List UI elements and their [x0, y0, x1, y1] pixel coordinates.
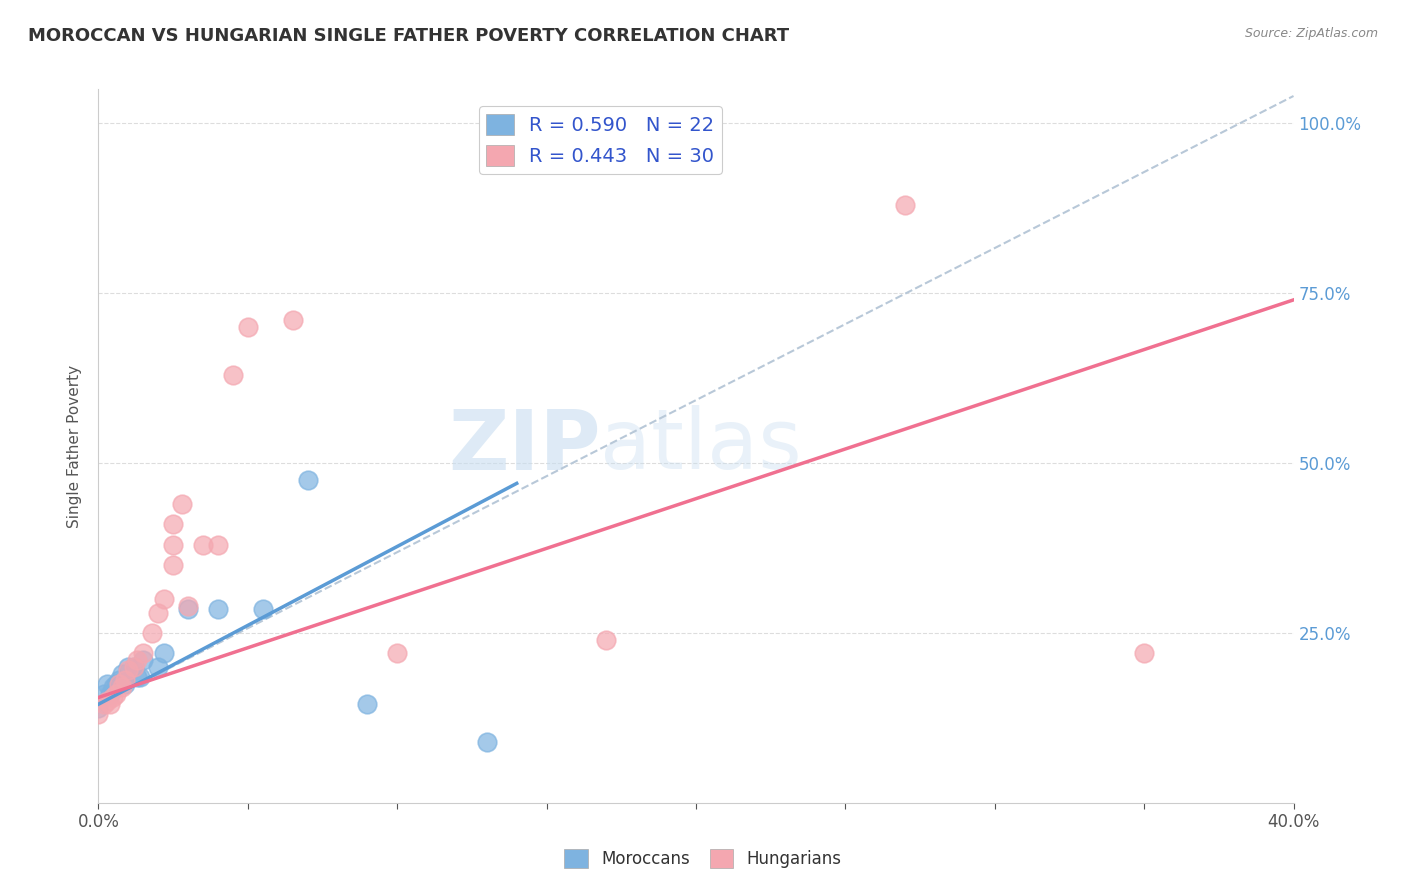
Text: Source: ZipAtlas.com: Source: ZipAtlas.com: [1244, 27, 1378, 40]
Point: [117, 660, 139, 674]
Legend: Moroccans, Hungarians: Moroccans, Hungarians: [558, 843, 848, 875]
Point: [281, 313, 304, 327]
Point: [100, 687, 122, 701]
Text: MOROCCAN VS HUNGARIAN SINGLE FATHER POVERTY CORRELATION CHART: MOROCCAN VS HUNGARIAN SINGLE FATHER POVE…: [28, 27, 789, 45]
Point: [207, 602, 229, 616]
Point: [105, 687, 128, 701]
Point: [153, 591, 176, 606]
Y-axis label: Single Father Poverty: Single Father Poverty: [67, 365, 83, 527]
Point: [153, 646, 176, 660]
Point: [894, 198, 917, 212]
Point: [297, 473, 319, 487]
Point: [132, 653, 155, 667]
Point: [236, 320, 259, 334]
Point: [148, 660, 170, 674]
Point: [108, 673, 131, 688]
Legend: R = 0.590   N = 22, R = 0.443   N = 30: R = 0.590 N = 22, R = 0.443 N = 30: [478, 106, 723, 174]
Point: [132, 646, 155, 660]
Point: [114, 677, 136, 691]
Point: [111, 680, 134, 694]
Point: [117, 663, 139, 677]
Text: atlas: atlas: [600, 406, 801, 486]
Point: [177, 599, 200, 613]
Point: [177, 602, 200, 616]
Point: [87, 707, 110, 722]
Point: [207, 537, 229, 551]
Point: [127, 670, 149, 684]
Point: [191, 537, 214, 551]
Point: [100, 698, 122, 712]
Point: [103, 680, 125, 694]
Point: [148, 606, 170, 620]
Point: [252, 602, 274, 616]
Point: [385, 646, 409, 660]
Point: [124, 660, 146, 674]
Point: [105, 677, 128, 691]
Point: [93, 687, 115, 701]
Point: [96, 694, 118, 708]
Point: [172, 497, 194, 511]
Point: [111, 666, 134, 681]
Point: [595, 632, 617, 647]
Point: [114, 673, 136, 688]
Point: [1133, 646, 1156, 660]
Point: [93, 698, 115, 712]
Point: [162, 517, 184, 532]
Point: [475, 734, 498, 748]
Text: ZIP: ZIP: [449, 406, 600, 486]
Point: [127, 653, 149, 667]
Point: [356, 698, 378, 712]
Point: [162, 558, 184, 572]
Point: [222, 368, 245, 382]
Point: [124, 660, 146, 674]
Point: [162, 537, 184, 551]
Point: [103, 690, 125, 705]
Point: [129, 670, 152, 684]
Point: [108, 677, 131, 691]
Point: [87, 700, 110, 714]
Point: [96, 677, 118, 691]
Point: [141, 626, 163, 640]
